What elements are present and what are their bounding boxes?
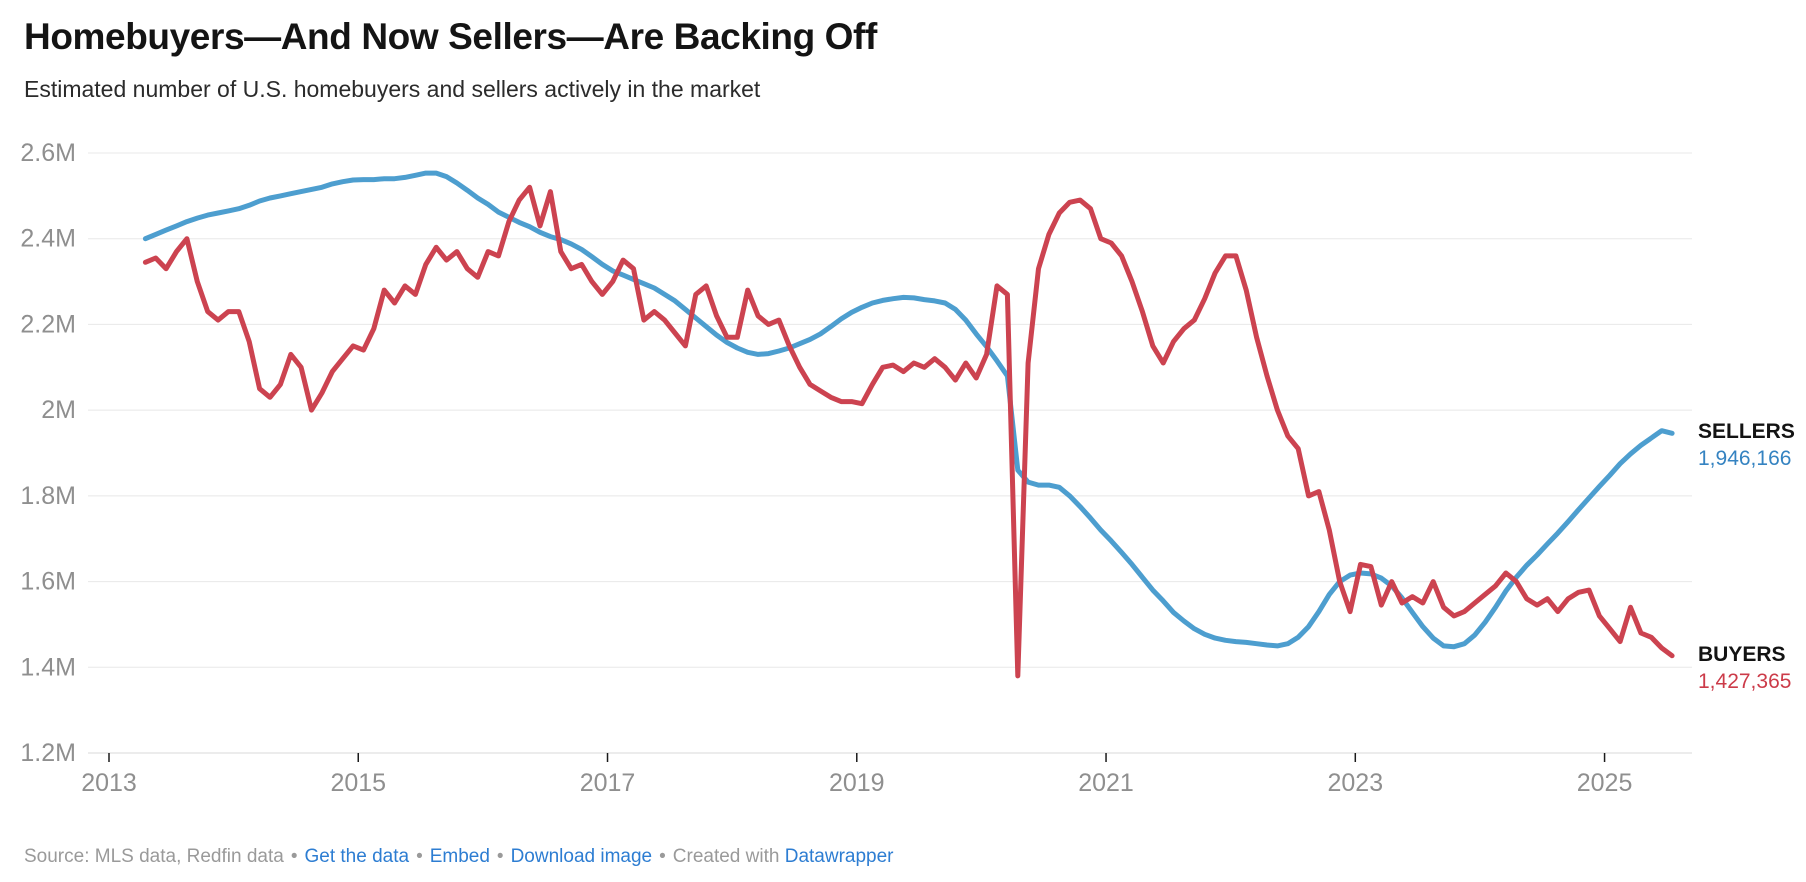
sellers-line xyxy=(142,170,1675,650)
x-axis-tick-label: 2013 xyxy=(81,769,137,797)
buyers-series-label: BUYERS 1,427,365 xyxy=(1698,643,1791,694)
bullet-separator: • xyxy=(496,846,504,867)
buyers-end-value: 1,427,365 xyxy=(1698,670,1792,693)
bullet-separator: • xyxy=(416,846,423,867)
y-axis-tick-label: 2M xyxy=(41,396,76,424)
x-axis-tick-label: 2019 xyxy=(829,769,885,797)
x-axis-tick-label: 2015 xyxy=(330,769,386,797)
get-the-data-link[interactable]: Get the data xyxy=(304,846,410,867)
embed-link[interactable]: Embed xyxy=(429,846,490,867)
buyers-line xyxy=(142,184,1675,679)
page-title: Homebuyers—And Now Sellers—Are Backing O… xyxy=(24,16,877,57)
chart-footer: Source: MLS data, Redfin data • Get the da… xyxy=(24,846,894,868)
y-axis-tick-label: 2.4M xyxy=(20,225,76,253)
x-axis-tick-label: 2021 xyxy=(1078,769,1134,797)
datawrapper-link[interactable]: Datawrapper xyxy=(784,846,894,867)
chart-subtitle: Estimated number of U.S. homebuyers and … xyxy=(24,76,761,102)
y-axis-tick-label: 1.4M xyxy=(20,653,76,681)
buyers-series-name: BUYERS xyxy=(1698,643,1786,666)
y-axis-tick-label: 1.2M xyxy=(20,739,76,767)
x-axis-tick-label: 2017 xyxy=(580,769,636,797)
sellers-end-value: 1,946,166 xyxy=(1698,447,1792,470)
sellers-series-label: SELLERS 1,946,166 xyxy=(1698,420,1795,471)
y-axis-tick-label: 1.8M xyxy=(20,482,76,510)
y-axis-tick-label: 2.2M xyxy=(20,310,76,338)
created-with-text: Created with xyxy=(672,846,780,867)
sellers-series-name: SELLERS xyxy=(1698,420,1795,443)
y-axis-tick-label: 2.6M xyxy=(20,139,76,167)
source-text: Source: MLS data, Redfin data xyxy=(24,846,284,867)
bullet-separator: • xyxy=(290,846,298,867)
bullet-separator: • xyxy=(659,846,666,867)
y-axis-tick-label: 1.6M xyxy=(20,568,76,596)
x-axis-tick-label: 2023 xyxy=(1327,769,1383,797)
x-axis-tick-label: 2025 xyxy=(1577,769,1633,797)
download-image-link[interactable]: Download image xyxy=(510,846,653,867)
